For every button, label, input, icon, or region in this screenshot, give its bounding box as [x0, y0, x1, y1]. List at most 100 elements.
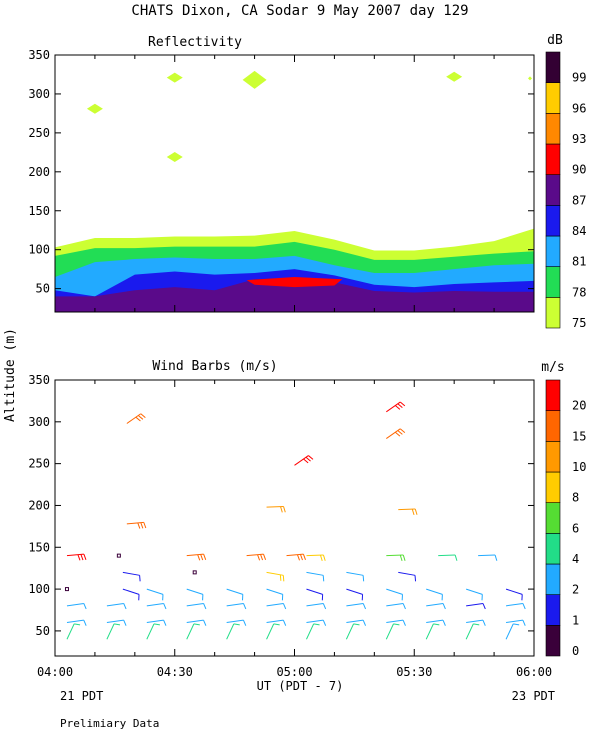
barb-feather	[322, 575, 325, 582]
wind-barb	[106, 602, 127, 610]
barb-feather	[522, 619, 526, 626]
barb-shaft	[306, 588, 323, 595]
reflectivity-colorbar-label: 75	[572, 316, 586, 330]
barb-shaft	[345, 623, 355, 640]
y-tick-label: 50	[36, 624, 50, 638]
barb-feather	[399, 555, 403, 562]
reflectivity-panel-title: Reflectivity	[148, 35, 242, 50]
barb-feather	[494, 554, 498, 561]
barb-feather	[77, 554, 81, 561]
wind-barb	[386, 401, 406, 413]
barb-shaft	[346, 619, 364, 624]
wind-barb	[478, 554, 498, 561]
reflectivity-colorbar-swatch	[545, 266, 561, 298]
barb-feather	[140, 413, 146, 418]
y-axis-label: Altitude (m)	[3, 328, 18, 422]
wind-barb	[306, 619, 327, 626]
barb-shaft	[398, 571, 416, 576]
wind-barb	[246, 553, 267, 561]
wind-barb	[438, 554, 458, 561]
wind-barbs-panel-title: Wind Barbs (m/s)	[152, 359, 277, 374]
wind-speed-colorbar: 0 1 2 4 6 8 10 15 20	[545, 379, 586, 658]
barb-feather	[454, 554, 458, 561]
barb-feather	[402, 554, 406, 561]
y-tick-label: 50	[36, 282, 50, 296]
reflectivity-colorbar-swatch	[545, 82, 561, 114]
plot-frame	[54, 379, 535, 657]
wind-colorbar-label: 2	[572, 583, 579, 597]
barb-feather	[283, 506, 286, 513]
barb-feather	[203, 619, 207, 626]
barb-feather	[393, 623, 400, 626]
reflectivity-colorbar-label: 93	[572, 132, 586, 146]
barb-shaft	[146, 602, 164, 607]
wind-barb	[146, 623, 160, 640]
wind-colorbar-unit: m/s	[541, 360, 564, 375]
reflectivity-colorbar-swatch	[545, 205, 561, 237]
barb-feather	[83, 619, 87, 626]
barb-feather	[322, 619, 327, 626]
barb-shaft	[106, 602, 124, 607]
barb-shaft	[266, 623, 275, 640]
barb-shaft	[186, 588, 204, 595]
barb-shaft	[386, 619, 404, 624]
left-date-label: 21 PDT	[60, 689, 103, 703]
barb-shaft	[465, 623, 474, 640]
y-tick-label: 150	[28, 540, 50, 554]
barb-shaft	[66, 619, 84, 624]
wind-barb	[266, 571, 285, 582]
barb-feather	[273, 623, 280, 626]
reflectivity-colorbar-label: 78	[572, 285, 586, 299]
wind-barb	[186, 623, 200, 640]
reflectivity-colorbar-swatch	[545, 174, 561, 206]
wind-barb	[64, 587, 69, 592]
barb-feather	[397, 430, 403, 435]
reflectivity-colorbar-label: 84	[572, 224, 586, 238]
x-tick-label: 05:00	[276, 665, 312, 679]
reflectivity-patch	[242, 70, 267, 89]
barb-feather	[74, 623, 81, 626]
barb-shaft	[346, 588, 363, 595]
x-tick-label: 06:00	[516, 665, 552, 679]
reflectivity-patch	[166, 152, 183, 163]
wind-colorbar-swatch	[545, 533, 561, 565]
reflectivity-patch	[528, 76, 533, 81]
barb-feather	[442, 603, 446, 610]
reflectivity-colorbar: 75 78 81 84 87 90 93 96 99	[545, 51, 586, 330]
barb-feather	[200, 554, 204, 561]
barb-feather	[243, 603, 247, 610]
wind-barb	[266, 602, 287, 610]
right-date-label: 23 PDT	[512, 689, 555, 703]
barb-shaft	[505, 623, 514, 640]
reflectivity-colorbar-swatch	[545, 143, 561, 175]
barb-shaft	[385, 623, 394, 640]
wind-colorbar-label: 0	[572, 644, 579, 658]
wind-barb	[386, 428, 406, 439]
barb-feather	[522, 603, 526, 610]
reflectivity-colorbar-label: 87	[572, 193, 586, 207]
barb-feather	[402, 619, 406, 626]
reflectivity-colorbar-label: 90	[572, 163, 586, 177]
wind-barb	[66, 619, 87, 626]
reflectivity-colorbar-label: 99	[572, 71, 586, 85]
wind-barb	[425, 623, 440, 640]
barb-feather	[482, 603, 486, 610]
barb-feather	[140, 522, 144, 529]
y-tick-label: 200	[28, 165, 50, 179]
y-tick-label: 150	[28, 204, 50, 218]
wind-barb	[66, 602, 87, 610]
wind-colorbar-label: 8	[572, 491, 579, 505]
barb-feather	[137, 522, 141, 529]
reflectivity-colorbar-swatch	[545, 51, 561, 83]
barb-feather	[473, 623, 480, 626]
figure-title: CHATS Dixon, CA Sodar 9 May 2007 day 129	[131, 3, 468, 19]
wind-barb	[126, 521, 147, 529]
barb-shaft	[266, 588, 283, 595]
barb-feather	[163, 619, 167, 626]
barb-feather	[83, 553, 87, 560]
barb-feather	[442, 619, 446, 626]
barb-shaft	[186, 602, 204, 607]
barb-feather	[397, 403, 403, 408]
wind-barb	[226, 619, 247, 626]
barb-feather	[302, 553, 306, 560]
